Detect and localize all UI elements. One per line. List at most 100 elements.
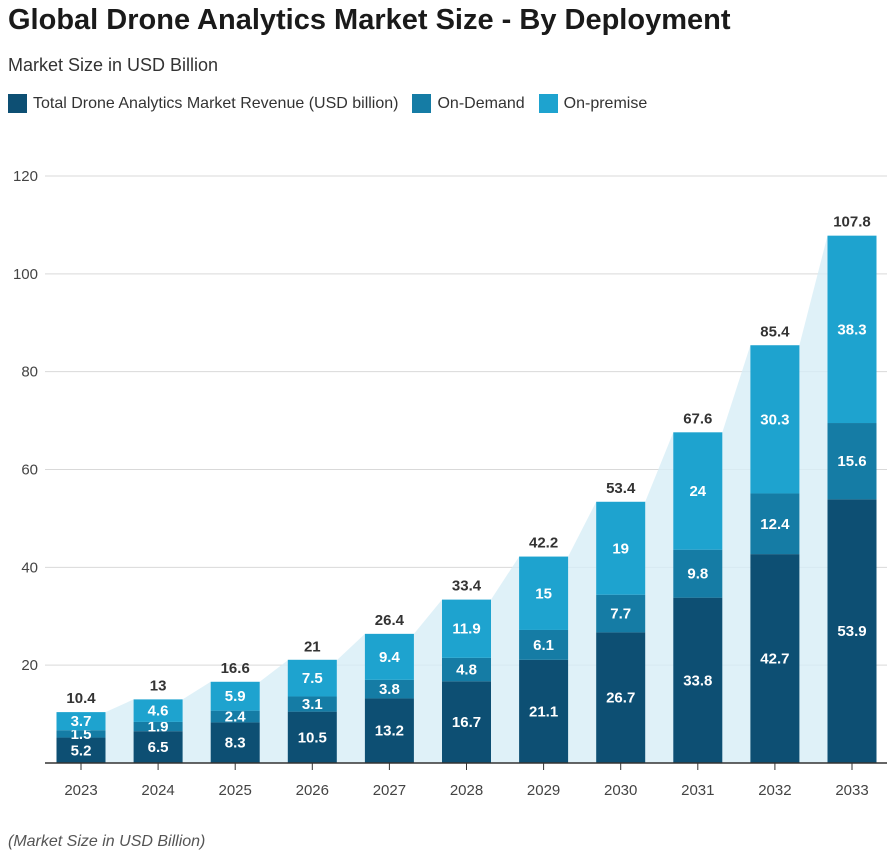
bar-segment xyxy=(596,501,646,595)
segment-label: 10.5 xyxy=(298,729,327,746)
bar-segment xyxy=(519,629,569,660)
segment-label: 9.8 xyxy=(687,566,708,583)
bar-segment xyxy=(596,594,646,633)
bar-segment xyxy=(56,712,106,731)
segment-label: 2.4 xyxy=(225,709,247,726)
segment-label: 4.8 xyxy=(456,662,477,679)
y-tick-label: 120 xyxy=(13,168,38,185)
y-tick-label: 40 xyxy=(21,559,38,576)
segment-label: 7.7 xyxy=(610,606,631,623)
segment-label: 11.9 xyxy=(452,621,480,638)
segment-label: 13.2 xyxy=(375,723,404,740)
total-label: 53.4 xyxy=(606,480,636,497)
x-tick-label: 2026 xyxy=(296,782,329,799)
bar-segment xyxy=(56,730,106,738)
segment-label: 38.3 xyxy=(837,321,866,338)
x-tick-label: 2027 xyxy=(373,782,406,799)
total-label: 33.4 xyxy=(452,578,482,595)
segment-label: 16.7 xyxy=(452,714,481,731)
bar-segment xyxy=(210,710,260,723)
segment-label: 3.1 xyxy=(302,696,323,713)
y-tick-label: 60 xyxy=(21,462,38,479)
bar-segment xyxy=(750,345,800,494)
x-tick-label: 2024 xyxy=(141,782,174,799)
total-label: 67.6 xyxy=(683,410,712,427)
x-tick-label: 2033 xyxy=(835,782,868,799)
segment-label: 8.3 xyxy=(225,735,246,752)
bar-segment xyxy=(827,499,877,763)
bar-segment xyxy=(133,731,183,763)
segment-label: 26.7 xyxy=(606,690,635,707)
x-tick-label: 2023 xyxy=(64,782,97,799)
legend-swatch xyxy=(8,94,27,113)
legend-swatch xyxy=(538,94,558,113)
bar-segment xyxy=(442,681,491,763)
chart: 204060801001205.21.53.710.420236.51.94.6… xyxy=(13,168,887,799)
segment-label: 33.8 xyxy=(683,672,712,689)
legend-item-on-premise: On-premise xyxy=(538,94,648,113)
x-tick-label: 2028 xyxy=(450,782,483,799)
segment-label: 4.6 xyxy=(148,703,169,720)
segment-label: 7.5 xyxy=(302,670,323,687)
total-label: 16.6 xyxy=(221,660,250,677)
bar-segment xyxy=(56,737,106,763)
bar-segment xyxy=(133,699,183,722)
background-area xyxy=(56,235,877,763)
bar-segment xyxy=(519,659,569,763)
segment-label: 53.9 xyxy=(837,623,866,640)
segment-label: 5.9 xyxy=(225,688,246,705)
bar-segment xyxy=(827,235,877,424)
segment-label: 15.6 xyxy=(837,453,866,470)
bar-segment xyxy=(673,597,723,763)
y-tick-label: 100 xyxy=(13,266,38,283)
total-label: 13 xyxy=(150,677,167,694)
legend-swatch xyxy=(412,94,432,113)
bar-segment xyxy=(364,698,414,763)
y-tick-label: 80 xyxy=(21,364,38,381)
segment-label: 30.3 xyxy=(760,411,789,428)
segment-label: 15 xyxy=(535,585,552,602)
chart-subtitle: Market Size in USD Billion xyxy=(8,55,219,75)
total-label: 42.2 xyxy=(529,535,558,552)
bar-segment xyxy=(750,554,800,763)
segment-label: 12.4 xyxy=(760,516,790,533)
bar-segment xyxy=(827,423,877,500)
segment-label: 42.7 xyxy=(760,651,789,668)
bar-segment xyxy=(133,721,183,732)
x-tick-label: 2031 xyxy=(681,782,714,799)
bar-segment xyxy=(364,679,414,699)
segment-label: 1.9 xyxy=(148,719,169,736)
segment-label: 3.8 xyxy=(379,681,400,698)
segment-label: 24 xyxy=(689,483,706,500)
bar-segment xyxy=(519,556,569,630)
total-label: 21 xyxy=(304,638,321,655)
x-tick-label: 2030 xyxy=(604,782,637,799)
bar-segment xyxy=(364,633,414,680)
bar-segment xyxy=(210,681,260,711)
x-tick-label: 2032 xyxy=(758,782,791,799)
legend-label: On-Demand xyxy=(437,94,525,112)
segment-label: 9.4 xyxy=(379,649,401,666)
total-label: 85.4 xyxy=(760,323,790,340)
legend-item-on-demand: On-Demand xyxy=(412,94,525,113)
x-tick-label: 2029 xyxy=(527,782,560,799)
bar-segment xyxy=(287,659,337,697)
segment-label: 6.1 xyxy=(533,637,554,654)
bar-segment xyxy=(750,493,800,555)
y-tick-label: 20 xyxy=(21,657,38,674)
legend-label: On-premise xyxy=(563,94,648,112)
segment-label: 19 xyxy=(612,540,629,557)
bar-segment xyxy=(287,711,337,763)
segment-label: 21.1 xyxy=(529,703,558,720)
legend-item-total: Total Drone Analytics Market Revenue (US… xyxy=(8,94,398,113)
footer-note: (Market Size in USD Billion) xyxy=(8,833,206,850)
bar-segment xyxy=(673,432,723,550)
bar-segment xyxy=(442,599,491,658)
bar-segment xyxy=(442,657,491,682)
chart-title: Global Drone Analytics Market Size - By … xyxy=(8,4,731,36)
segment-label: 6.5 xyxy=(148,739,169,756)
bar-segment xyxy=(596,632,646,763)
bar-segment xyxy=(673,549,723,598)
legend-label: Total Drone Analytics Market Revenue (US… xyxy=(33,94,399,112)
segment-label: 3.7 xyxy=(71,713,92,730)
